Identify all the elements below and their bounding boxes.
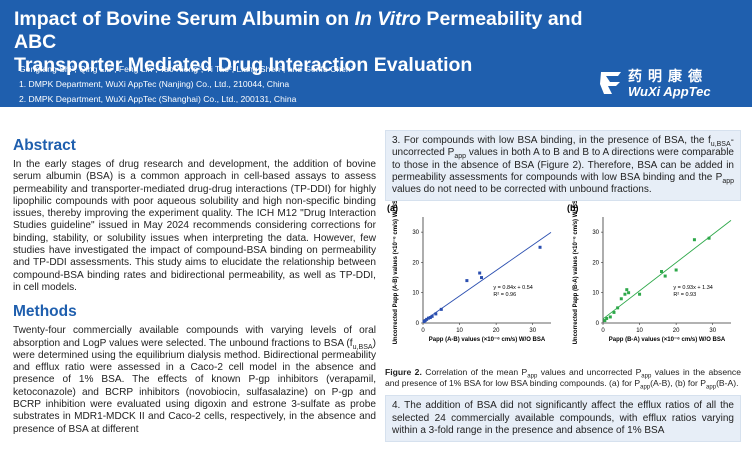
regression-equation: y = 0.93x + 1.34	[673, 286, 712, 292]
x-tick-label: 30	[529, 328, 536, 334]
y-tick-label: 0	[416, 321, 420, 327]
x-tick-label: 10	[456, 328, 463, 334]
data-point	[428, 316, 432, 320]
result-4-box: 4. The addition of BSA did not significa…	[385, 395, 741, 443]
data-point	[439, 308, 443, 312]
data-point	[674, 268, 678, 272]
data-point	[434, 312, 438, 316]
data-point	[663, 275, 667, 279]
poster-title: Impact of Bovine Serum Albumin on In Vit…	[14, 8, 583, 76]
abstract-text: In the early stages of drug research and…	[13, 159, 376, 293]
data-point	[425, 318, 429, 322]
y-tick-label: 20	[592, 261, 599, 267]
author-list: Gongfang Shi¹, Qing Liu², Feng Lin¹, Tao…	[19, 64, 354, 74]
x-tick-label: 0	[421, 328, 425, 334]
data-point	[616, 306, 620, 310]
x-tick-label: 0	[601, 328, 605, 334]
panel-label: (b)	[567, 203, 579, 213]
data-point	[538, 246, 542, 250]
data-point	[692, 238, 696, 242]
trend-line	[422, 232, 552, 323]
data-point	[638, 293, 642, 297]
affiliation-2: 2. DMPK Department, WuXi AppTec (Shangha…	[19, 94, 297, 104]
y-tick-label: 30	[412, 231, 419, 237]
r-squared-label: R² = 0.93	[673, 293, 696, 299]
data-point	[619, 297, 623, 301]
data-point	[430, 315, 434, 319]
data-point	[625, 288, 629, 292]
x-tick-label: 20	[493, 328, 500, 334]
y-tick-label: 10	[412, 291, 419, 297]
regression-equation: y = 0.84x + 0.54	[493, 286, 532, 292]
trend-line	[602, 220, 732, 320]
y-tick-label: 0	[596, 321, 600, 327]
poster-header: Impact of Bovine Serum Albumin on In Vit…	[0, 0, 752, 107]
y-tick-label: 20	[412, 261, 419, 267]
data-point	[627, 291, 631, 295]
right-column: 3. For compounds with low BSA binding, i…	[385, 130, 741, 443]
data-point	[612, 311, 616, 315]
logo-english-text: WuXi AppTec	[628, 84, 711, 99]
data-point	[465, 279, 469, 283]
wuxi-apptec-logo: 药明康德 WuXi AppTec	[598, 66, 738, 102]
y-axis-title: Uncorrected Papp (B-A) values (×10⁻⁶ cm/…	[573, 201, 579, 344]
methods-heading: Methods	[13, 303, 77, 321]
logo-mark-icon	[600, 72, 621, 94]
y-tick-label: 30	[592, 231, 599, 237]
x-axis-title: Papp (B-A) values (×10⁻⁶ cm/s) W/O BSA	[609, 337, 726, 343]
data-point	[480, 276, 484, 280]
data-point	[603, 319, 607, 323]
r-squared-label: R² = 0.96	[493, 293, 516, 299]
left-column: Abstract In the early stages of drug res…	[13, 137, 376, 436]
x-tick-label: 20	[673, 328, 680, 334]
data-point	[707, 237, 711, 241]
data-point	[660, 270, 664, 274]
data-point	[426, 317, 430, 321]
x-tick-label: 10	[636, 328, 643, 334]
result-3-box: 3. For compounds with low BSA binding, i…	[385, 130, 741, 202]
panel-label: (a)	[387, 203, 398, 213]
figure-2-caption: Figure 2. Correlation of the mean Papp v…	[385, 367, 741, 392]
logo-chinese-text: 药明康德	[628, 69, 708, 85]
data-point	[608, 315, 612, 319]
y-tick-label: 10	[592, 291, 599, 297]
data-point	[478, 272, 482, 276]
y-axis-title: Uncorrected Papp (A-B) values (×10⁻⁶ cm/…	[393, 201, 399, 344]
data-point	[623, 293, 627, 297]
data-point	[605, 317, 609, 321]
abstract-heading: Abstract	[13, 137, 76, 154]
figure-2: (a) 0 10 20 30 0 10 20 30 y = 0.84x + 0.54 R² = 0.…	[385, 201, 741, 361]
x-axis-title: Papp (A-B) values (×10⁻⁶ cm/s) W/O BSA	[429, 337, 546, 343]
affiliation-1: 1. DMPK Department, WuXi AppTec (Nanjing…	[19, 79, 290, 89]
methods-text: Twenty-four commercially available compo…	[13, 325, 376, 435]
x-tick-label: 30	[709, 328, 716, 334]
